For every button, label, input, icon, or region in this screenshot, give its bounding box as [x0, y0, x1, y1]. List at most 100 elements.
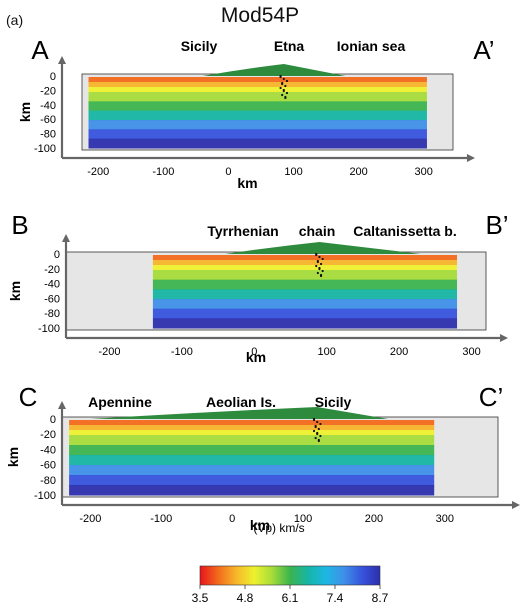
- geographic-annotation: Etna: [274, 38, 305, 54]
- velocity-band: [69, 430, 435, 435]
- seismic-event: [282, 77, 285, 81]
- seismic-event: [314, 436, 317, 440]
- x-tick-label: 100: [284, 166, 302, 178]
- x-axis-label: km: [237, 175, 257, 191]
- y-axis-arrow: [62, 234, 70, 242]
- x-tick-label: -100: [150, 513, 172, 525]
- seismic-event: [319, 422, 322, 426]
- seismic-event: [318, 255, 321, 259]
- seismic-event: [319, 434, 322, 438]
- velocity-band: [88, 110, 427, 121]
- x-tick-label: 300: [436, 513, 454, 525]
- section-start-label: C: [19, 382, 38, 412]
- velocity-band: [152, 255, 458, 260]
- seismic-event: [321, 269, 324, 273]
- seismic-event: [285, 79, 289, 83]
- seismic-event: [314, 425, 317, 429]
- velocity-band: [88, 82, 427, 87]
- section-end-label: A’: [473, 35, 494, 65]
- y-tick-label: -40: [40, 100, 56, 112]
- x-tick-label: -200: [87, 166, 109, 178]
- velocity-band: [69, 455, 435, 466]
- colorbar-tick-label: 4.8: [237, 591, 254, 605]
- velocity-band: [152, 318, 458, 329]
- seismic-event: [316, 432, 319, 436]
- velocity-band: [88, 129, 427, 140]
- y-tick-label: -80: [44, 308, 60, 320]
- section-panel-2: 0 -20 -40 -60 -80 -100 -200 -100 0 100 200 300 km km B…: [7, 210, 509, 365]
- velocity-band: [152, 289, 458, 300]
- velocity-band: [152, 308, 458, 319]
- y-tick-label: 0: [54, 249, 60, 261]
- y-tick-label: -100: [34, 490, 56, 502]
- panel-label: (a): [6, 12, 24, 28]
- x-tick-label: 200: [390, 346, 408, 358]
- x-axis-arrow: [500, 334, 508, 342]
- velocity-band: [69, 425, 435, 430]
- section-start-label: A: [31, 35, 49, 65]
- geographic-annotation: Tyrrhenian: [207, 223, 278, 239]
- geographic-annotation: chain: [299, 223, 336, 239]
- geographic-annotation: Sicily: [181, 38, 218, 54]
- y-tick-label: 0: [50, 414, 56, 426]
- seismic-event: [282, 89, 285, 93]
- x-tick-label: 200: [365, 513, 383, 525]
- y-axis-label: km: [17, 102, 33, 122]
- seismic-event: [315, 264, 318, 268]
- seismic-event: [316, 260, 319, 264]
- velocity-band: [88, 92, 427, 102]
- geographic-annotation: Ionian sea: [337, 38, 406, 54]
- colorbar-gradient: [199, 565, 381, 586]
- x-axis-label: km: [250, 517, 270, 533]
- colorbar-tick-label: 6.1: [282, 591, 299, 605]
- seismic-event: [284, 96, 287, 100]
- y-tick-label: 0: [50, 71, 56, 83]
- seismic-event: [319, 262, 323, 266]
- velocity-band: [152, 279, 458, 290]
- velocity-band: [152, 299, 458, 310]
- seismic-event: [279, 75, 282, 79]
- seismic-event: [321, 257, 324, 261]
- velocity-band: [69, 420, 435, 425]
- geographic-annotation: Sicily: [315, 394, 352, 410]
- seismic-event: [312, 429, 316, 433]
- velocity-band: [69, 475, 435, 486]
- y-tick-label: -80: [40, 129, 56, 141]
- colorbar-tick-label: 3.5: [192, 591, 209, 605]
- section-panel-1: 0 -20 -40 -60 -80 -100 -200 -100 0 100 200 300 km km A…: [17, 35, 495, 191]
- velocity-band: [88, 77, 427, 82]
- seismic-event: [317, 427, 320, 431]
- y-axis-arrow: [58, 401, 66, 409]
- sections-group: 0-20-40-60-80-100-200 -100 0 100 200 300kmkmA…: [5, 35, 520, 533]
- section-end-label: B’: [485, 210, 508, 240]
- topography-relief: [225, 242, 421, 254]
- y-axis-label: km: [7, 281, 23, 301]
- velocity-band: [88, 120, 427, 130]
- topography-relief: [202, 64, 346, 76]
- x-tick-label: 0: [229, 513, 235, 525]
- velocity-band: [69, 445, 435, 456]
- velocity-band: [69, 465, 435, 476]
- y-tick-label: -100: [34, 143, 56, 155]
- geographic-annotation: Apennine: [88, 394, 152, 410]
- x-tick-label: 300: [462, 346, 480, 358]
- y-tick-label: -20: [40, 85, 56, 97]
- velocity-band: [69, 435, 435, 446]
- section-panel-3: 0 -20 -40 -60 -80 -100 -200 -100 0 100 200 300 km km C…: [5, 382, 520, 533]
- geographic-annotation: Aeolian Is.: [206, 394, 276, 410]
- geographic-annotation: Caltanissetta b.: [353, 223, 456, 239]
- section-start-label: B: [11, 210, 28, 240]
- y-tick-label: -60: [40, 460, 56, 472]
- x-tick-label: 0: [251, 346, 257, 358]
- x-axis-label: km: [246, 349, 266, 365]
- colorbar-tick-label: 8.7: [372, 591, 389, 605]
- x-tick-label: -100: [171, 346, 193, 358]
- y-tick-label: -20: [40, 429, 56, 441]
- x-tick-label: 100: [318, 346, 336, 358]
- velocity-band: [152, 265, 458, 270]
- seismic-event: [317, 439, 320, 443]
- seismic-event: [319, 274, 323, 278]
- colorbar-tick-label: 7.4: [327, 591, 344, 605]
- y-axis-arrow: [58, 56, 66, 64]
